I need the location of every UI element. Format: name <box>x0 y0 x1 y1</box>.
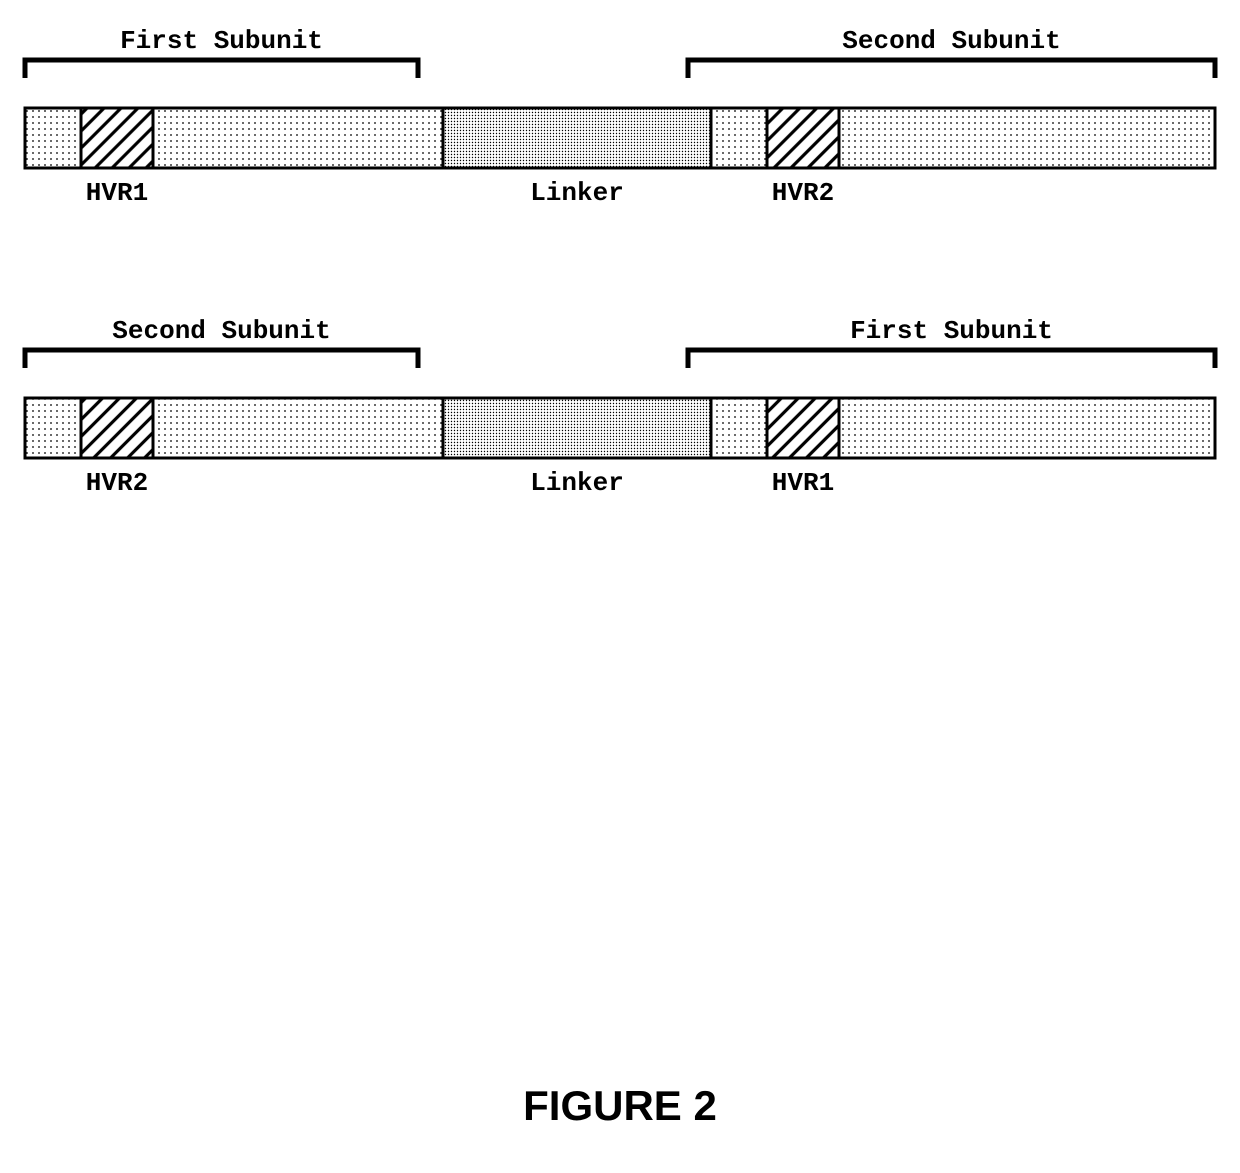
bar-segment-dots <box>153 398 443 458</box>
bar-segment-linker <box>443 398 711 458</box>
segment-label: Linker <box>530 178 624 208</box>
bar-segment-dots <box>25 398 81 458</box>
subunit-label: Second Subunit <box>112 316 330 346</box>
subunit-bracket <box>25 350 418 368</box>
segment-label: HVR1 <box>772 468 834 498</box>
bar-segment-dots <box>711 108 767 168</box>
subunit-label: Second Subunit <box>842 26 1060 56</box>
bar-segment-linker <box>443 108 711 168</box>
figure-canvas: { "canvas": { "width": 1240, "height": 1… <box>0 0 1240 1173</box>
bar-segment-dots <box>153 108 443 168</box>
segment-label: HVR2 <box>772 178 834 208</box>
figure-caption: FIGURE 2 <box>523 1082 717 1129</box>
bar-segment-dots <box>711 398 767 458</box>
bar-segment-dots <box>25 108 81 168</box>
segment-label: Linker <box>530 468 624 498</box>
bar-segment-dots <box>839 108 1215 168</box>
subunit-bracket <box>688 350 1215 368</box>
subunit-bracket <box>688 60 1215 78</box>
subunit-label: First Subunit <box>850 316 1053 346</box>
bar-segment-hatch <box>767 108 839 168</box>
bar-segment-dots <box>839 398 1215 458</box>
bar-segment-hatch <box>81 108 153 168</box>
subunit-label: First Subunit <box>120 26 323 56</box>
bar-segment-hatch <box>81 398 153 458</box>
segment-label: HVR1 <box>86 178 148 208</box>
diagram-svg: First Subunit Second Subunit HVR1 Linker HVR… <box>0 0 1240 1173</box>
segment-label: HVR2 <box>86 468 148 498</box>
bar-segment-hatch <box>767 398 839 458</box>
subunit-bracket <box>25 60 418 78</box>
